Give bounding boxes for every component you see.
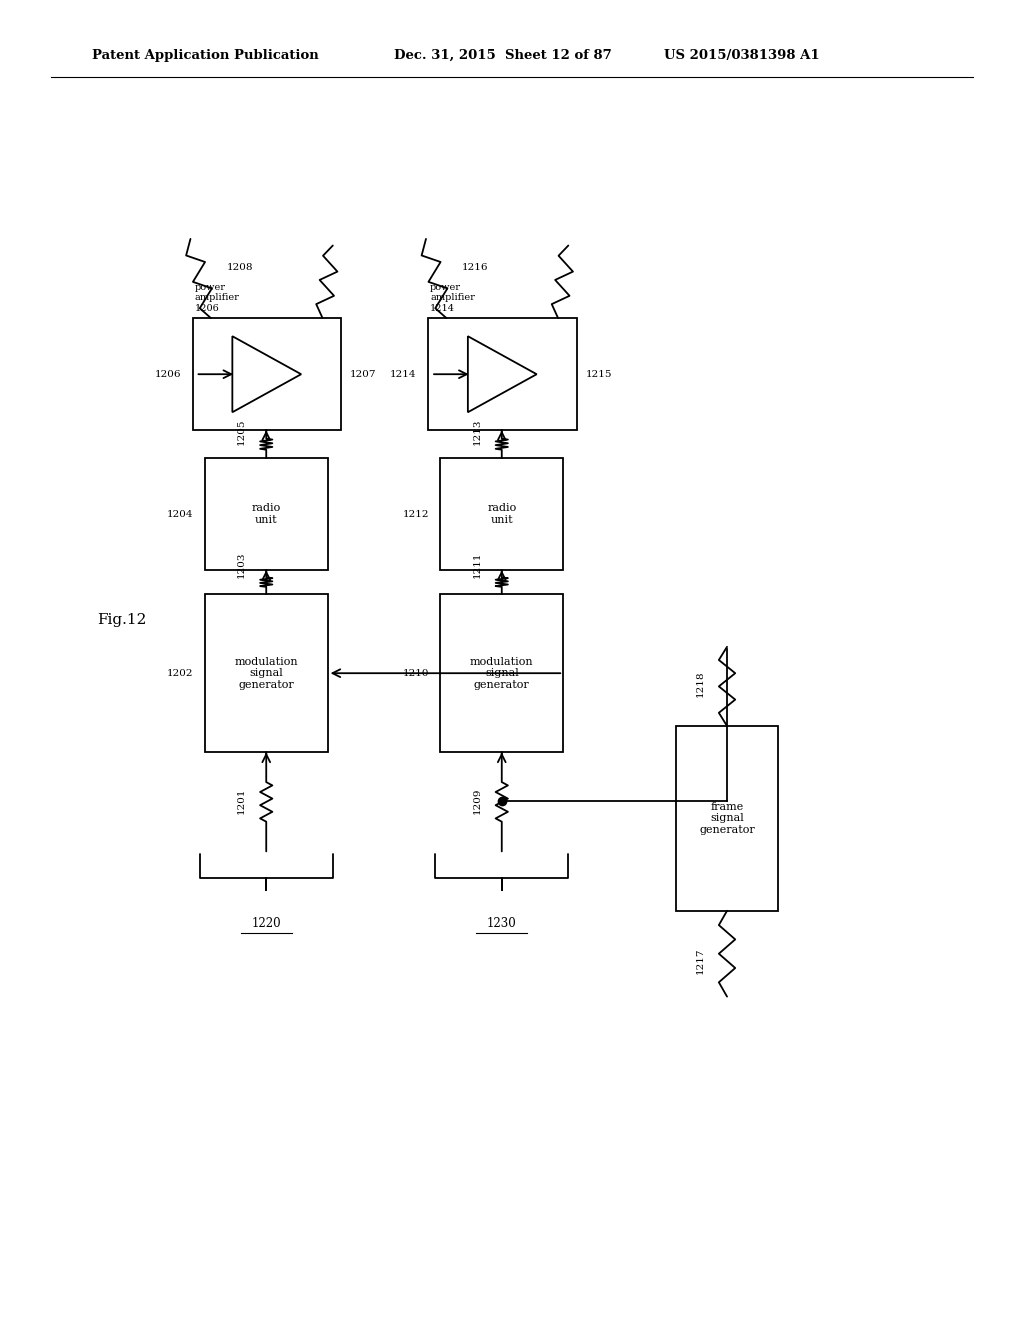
Text: modulation
signal
generator: modulation signal generator bbox=[470, 656, 534, 690]
Text: 1218: 1218 bbox=[696, 671, 705, 697]
Text: 1212: 1212 bbox=[402, 510, 429, 519]
Text: Patent Application Publication: Patent Application Publication bbox=[92, 49, 318, 62]
Text: 1205: 1205 bbox=[238, 418, 246, 445]
Text: 1214: 1214 bbox=[390, 370, 417, 379]
Bar bbox=[440, 594, 563, 752]
Text: radio
unit: radio unit bbox=[487, 503, 516, 525]
Text: US 2015/0381398 A1: US 2015/0381398 A1 bbox=[664, 49, 819, 62]
Text: 1220: 1220 bbox=[252, 917, 281, 931]
Text: 1208: 1208 bbox=[226, 264, 253, 272]
Bar bbox=[205, 458, 328, 570]
Text: 1210: 1210 bbox=[402, 669, 429, 677]
Text: 1216: 1216 bbox=[462, 264, 488, 272]
Text: 1215: 1215 bbox=[586, 370, 612, 379]
Bar bbox=[205, 594, 328, 752]
Text: radio
unit: radio unit bbox=[252, 503, 281, 525]
Text: 1217: 1217 bbox=[696, 948, 705, 974]
Text: power
amplifier
1214: power amplifier 1214 bbox=[430, 282, 475, 313]
Text: 1201: 1201 bbox=[238, 788, 246, 814]
Text: 1213: 1213 bbox=[473, 418, 481, 445]
Bar bbox=[428, 318, 577, 430]
Text: 1206: 1206 bbox=[155, 370, 181, 379]
Text: 1207: 1207 bbox=[350, 370, 377, 379]
Bar bbox=[440, 458, 563, 570]
Text: Dec. 31, 2015  Sheet 12 of 87: Dec. 31, 2015 Sheet 12 of 87 bbox=[394, 49, 612, 62]
Text: 1204: 1204 bbox=[167, 510, 194, 519]
Text: power
amplifier
1206: power amplifier 1206 bbox=[195, 282, 240, 313]
Text: 1211: 1211 bbox=[473, 552, 481, 578]
Text: 1209: 1209 bbox=[473, 788, 481, 814]
Text: frame
signal
generator: frame signal generator bbox=[699, 801, 755, 836]
Text: 1202: 1202 bbox=[167, 669, 194, 677]
Bar bbox=[676, 726, 778, 911]
Text: 1203: 1203 bbox=[238, 552, 246, 578]
Text: Fig.12: Fig.12 bbox=[97, 614, 146, 627]
Text: 1230: 1230 bbox=[486, 917, 517, 931]
Text: modulation
signal
generator: modulation signal generator bbox=[234, 656, 298, 690]
Bar bbox=[193, 318, 341, 430]
